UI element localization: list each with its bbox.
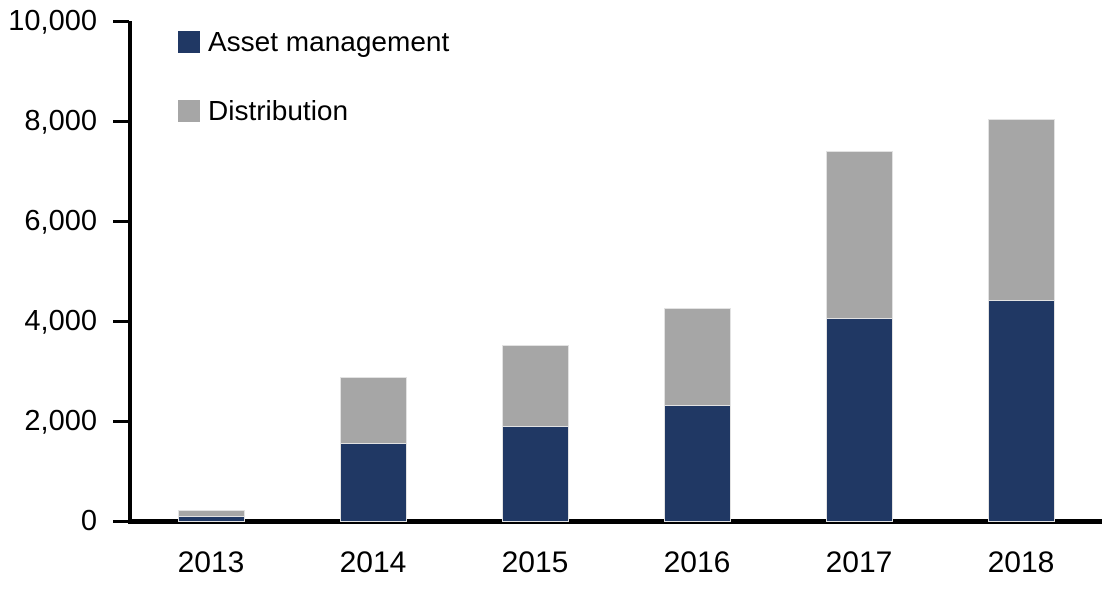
y-axis-tick <box>113 19 129 23</box>
legend-label-asset-management: Asset management <box>208 26 450 57</box>
legend-item-distribution: Distribution <box>178 97 348 125</box>
bar-segment-asset-management-2013 <box>177 515 245 522</box>
y-axis-tick-label: 8,000 <box>24 105 97 137</box>
bar-segment-asset-management-2014 <box>339 442 407 522</box>
bar-segment-distribution-2016 <box>663 307 731 406</box>
x-axis-category-label: 2015 <box>501 546 569 579</box>
bar-segment-distribution-2017 <box>825 150 893 319</box>
legend-item-asset-management: Asset management <box>178 28 449 56</box>
y-axis-tick-label: 2,000 <box>24 405 97 437</box>
y-axis-line <box>128 21 132 523</box>
bar-segment-asset-management-2016 <box>663 403 731 522</box>
bar-segment-distribution-2014 <box>339 376 407 444</box>
bar-segment-distribution-2018 <box>987 119 1055 301</box>
bar-segment-distribution-2015 <box>501 345 569 427</box>
y-axis-tick <box>113 419 129 423</box>
x-axis-category-label: 2018 <box>987 546 1055 579</box>
x-axis-category-label: 2016 <box>663 546 731 579</box>
bar-segment-asset-management-2015 <box>501 425 569 522</box>
y-axis-tick <box>113 119 129 123</box>
y-axis-tick <box>113 219 129 223</box>
x-axis-category-label: 2017 <box>825 546 893 579</box>
y-axis-tick <box>113 319 129 323</box>
legend-swatch-distribution <box>178 100 200 122</box>
legend-swatch-asset-management <box>178 31 200 53</box>
legend-label-distribution: Distribution <box>208 95 349 126</box>
bar-segment-asset-management-2017 <box>825 317 893 522</box>
y-axis-tick-label: 4,000 <box>24 305 97 337</box>
y-axis-tick-label: 0 <box>80 505 97 537</box>
x-axis-line <box>128 519 1102 524</box>
bar-segment-distribution-2013 <box>177 510 245 517</box>
bar-segment-asset-management-2018 <box>987 298 1055 522</box>
y-axis-tick-label: 6,000 <box>24 205 97 237</box>
y-axis-tick <box>113 519 129 523</box>
x-axis-category-label: 2014 <box>339 546 407 579</box>
y-axis-tick-label: 10,000 <box>8 5 97 37</box>
x-axis-category-label: 2013 <box>177 546 245 579</box>
